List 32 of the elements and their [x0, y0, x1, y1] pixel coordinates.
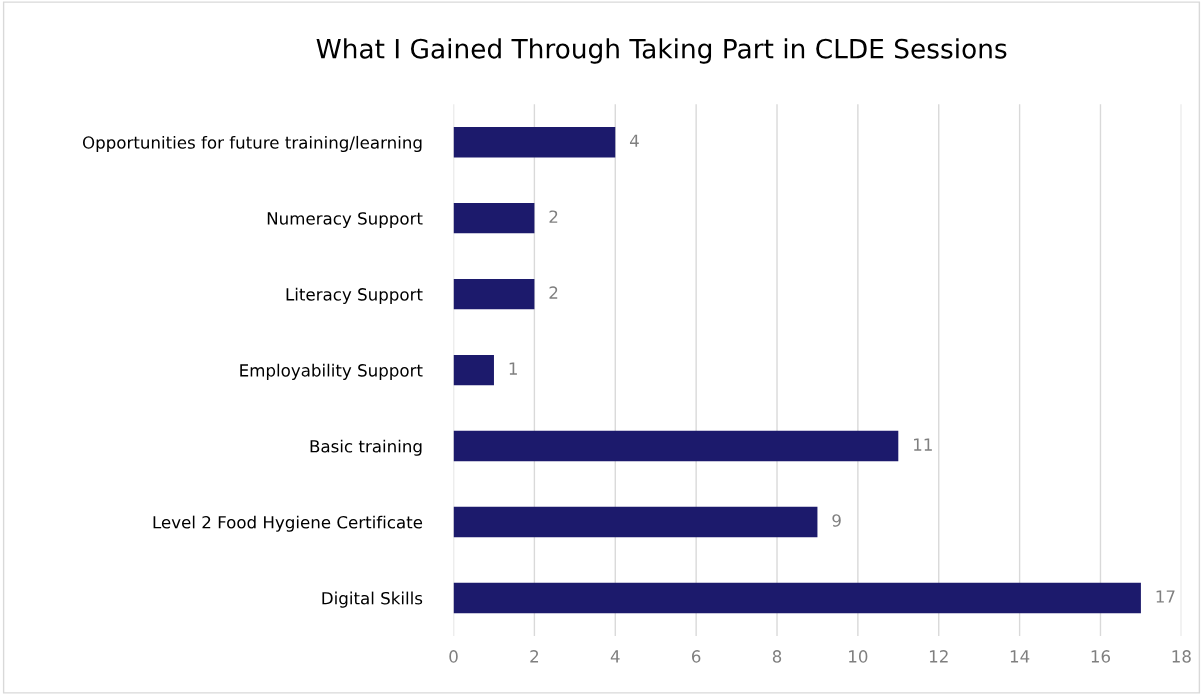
bar	[453, 506, 818, 538]
bar	[453, 278, 535, 310]
data-label: 2	[549, 286, 558, 299]
y-tick-label: Digital Skills	[322, 591, 423, 608]
y-tick-label: Literacy Support	[286, 287, 423, 304]
x-tick-label: 14	[1010, 650, 1030, 663]
data-label: 17	[1156, 590, 1175, 603]
x-tick-label: 6	[692, 650, 701, 663]
chart-title: What I Gained Through Taking Part in CLDE Sessions	[316, 38, 1007, 64]
x-tick-label: 4	[610, 650, 620, 663]
bar	[453, 354, 494, 386]
x-tick-label: 12	[929, 650, 948, 663]
data-label: 11	[914, 438, 932, 451]
x-tick-label: 2	[530, 650, 539, 663]
bar	[453, 582, 1141, 614]
x-tick-label: 8	[772, 650, 782, 663]
data-label: 9	[832, 514, 841, 527]
data-label: 1	[509, 362, 517, 375]
y-tick-label: Opportunities for future training/learning	[82, 135, 422, 153]
data-label: 4	[629, 134, 639, 147]
x-tick-label: 18	[1172, 650, 1191, 663]
y-tick-label: Level 2 Food Hygiene Certificate	[153, 515, 423, 532]
bar	[453, 127, 616, 158]
bar	[453, 202, 535, 234]
x-tick-label: 10	[849, 650, 868, 663]
data-label: 2	[549, 210, 558, 223]
x-tick-label: 16	[1091, 650, 1111, 663]
x-tick-label: 0	[449, 650, 458, 663]
y-tick-label: Employability Support	[240, 363, 423, 380]
y-tick-label: Basic training	[310, 439, 422, 456]
bar	[453, 430, 899, 462]
y-tick-label: Numeracy Support	[267, 212, 423, 228]
